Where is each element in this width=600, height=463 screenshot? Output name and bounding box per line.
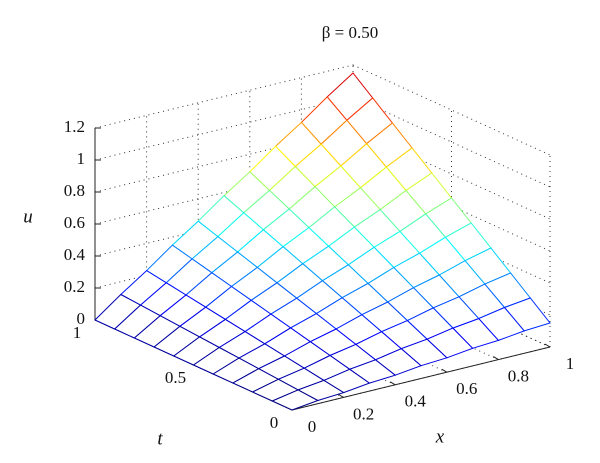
z-tick-label: 0.2 — [64, 277, 85, 296]
x-tick-label: 0.8 — [508, 367, 529, 386]
x-tick — [493, 356, 499, 361]
grid-line — [352, 128, 551, 220]
x-tick-label: 0 — [308, 417, 317, 436]
z-tick-label: 0.8 — [64, 181, 85, 200]
z-tick-label: 0.6 — [64, 213, 85, 232]
x-tick — [544, 343, 551, 348]
chart-title: β = 0.50 — [322, 23, 379, 42]
z-tick-label: 1.2 — [64, 117, 85, 136]
y-axis-label: t — [157, 428, 163, 449]
grid-line — [352, 96, 551, 188]
surface-cell — [271, 389, 320, 411]
x-tick — [441, 368, 448, 373]
z-axis-label: u — [23, 206, 33, 227]
grid-line — [352, 160, 551, 252]
y-tick-label: 0.5 — [165, 368, 186, 387]
grid-line — [352, 192, 551, 284]
y-tick-label: 0 — [270, 413, 279, 432]
x-axis-label: x — [435, 426, 445, 447]
x-tick-label: 1 — [566, 354, 575, 373]
x-tick — [389, 381, 396, 386]
grid-line — [352, 64, 551, 156]
x-tick-label: 0.6 — [456, 379, 477, 398]
z-tick-label: 1 — [77, 149, 86, 168]
x-tick-label: 0.4 — [405, 392, 427, 411]
x-tick-label: 0.2 — [353, 404, 374, 423]
y-tick-label: 1 — [73, 323, 82, 342]
z-tick-label: 0.4 — [64, 245, 86, 264]
z-tick-label: 0 — [77, 309, 86, 328]
x-tick — [338, 393, 344, 398]
x-axis — [291, 346, 551, 411]
